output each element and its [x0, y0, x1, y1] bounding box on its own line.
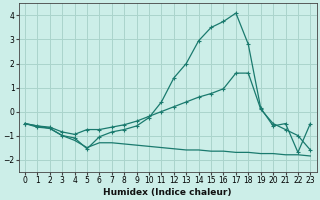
- X-axis label: Humidex (Indice chaleur): Humidex (Indice chaleur): [103, 188, 232, 197]
